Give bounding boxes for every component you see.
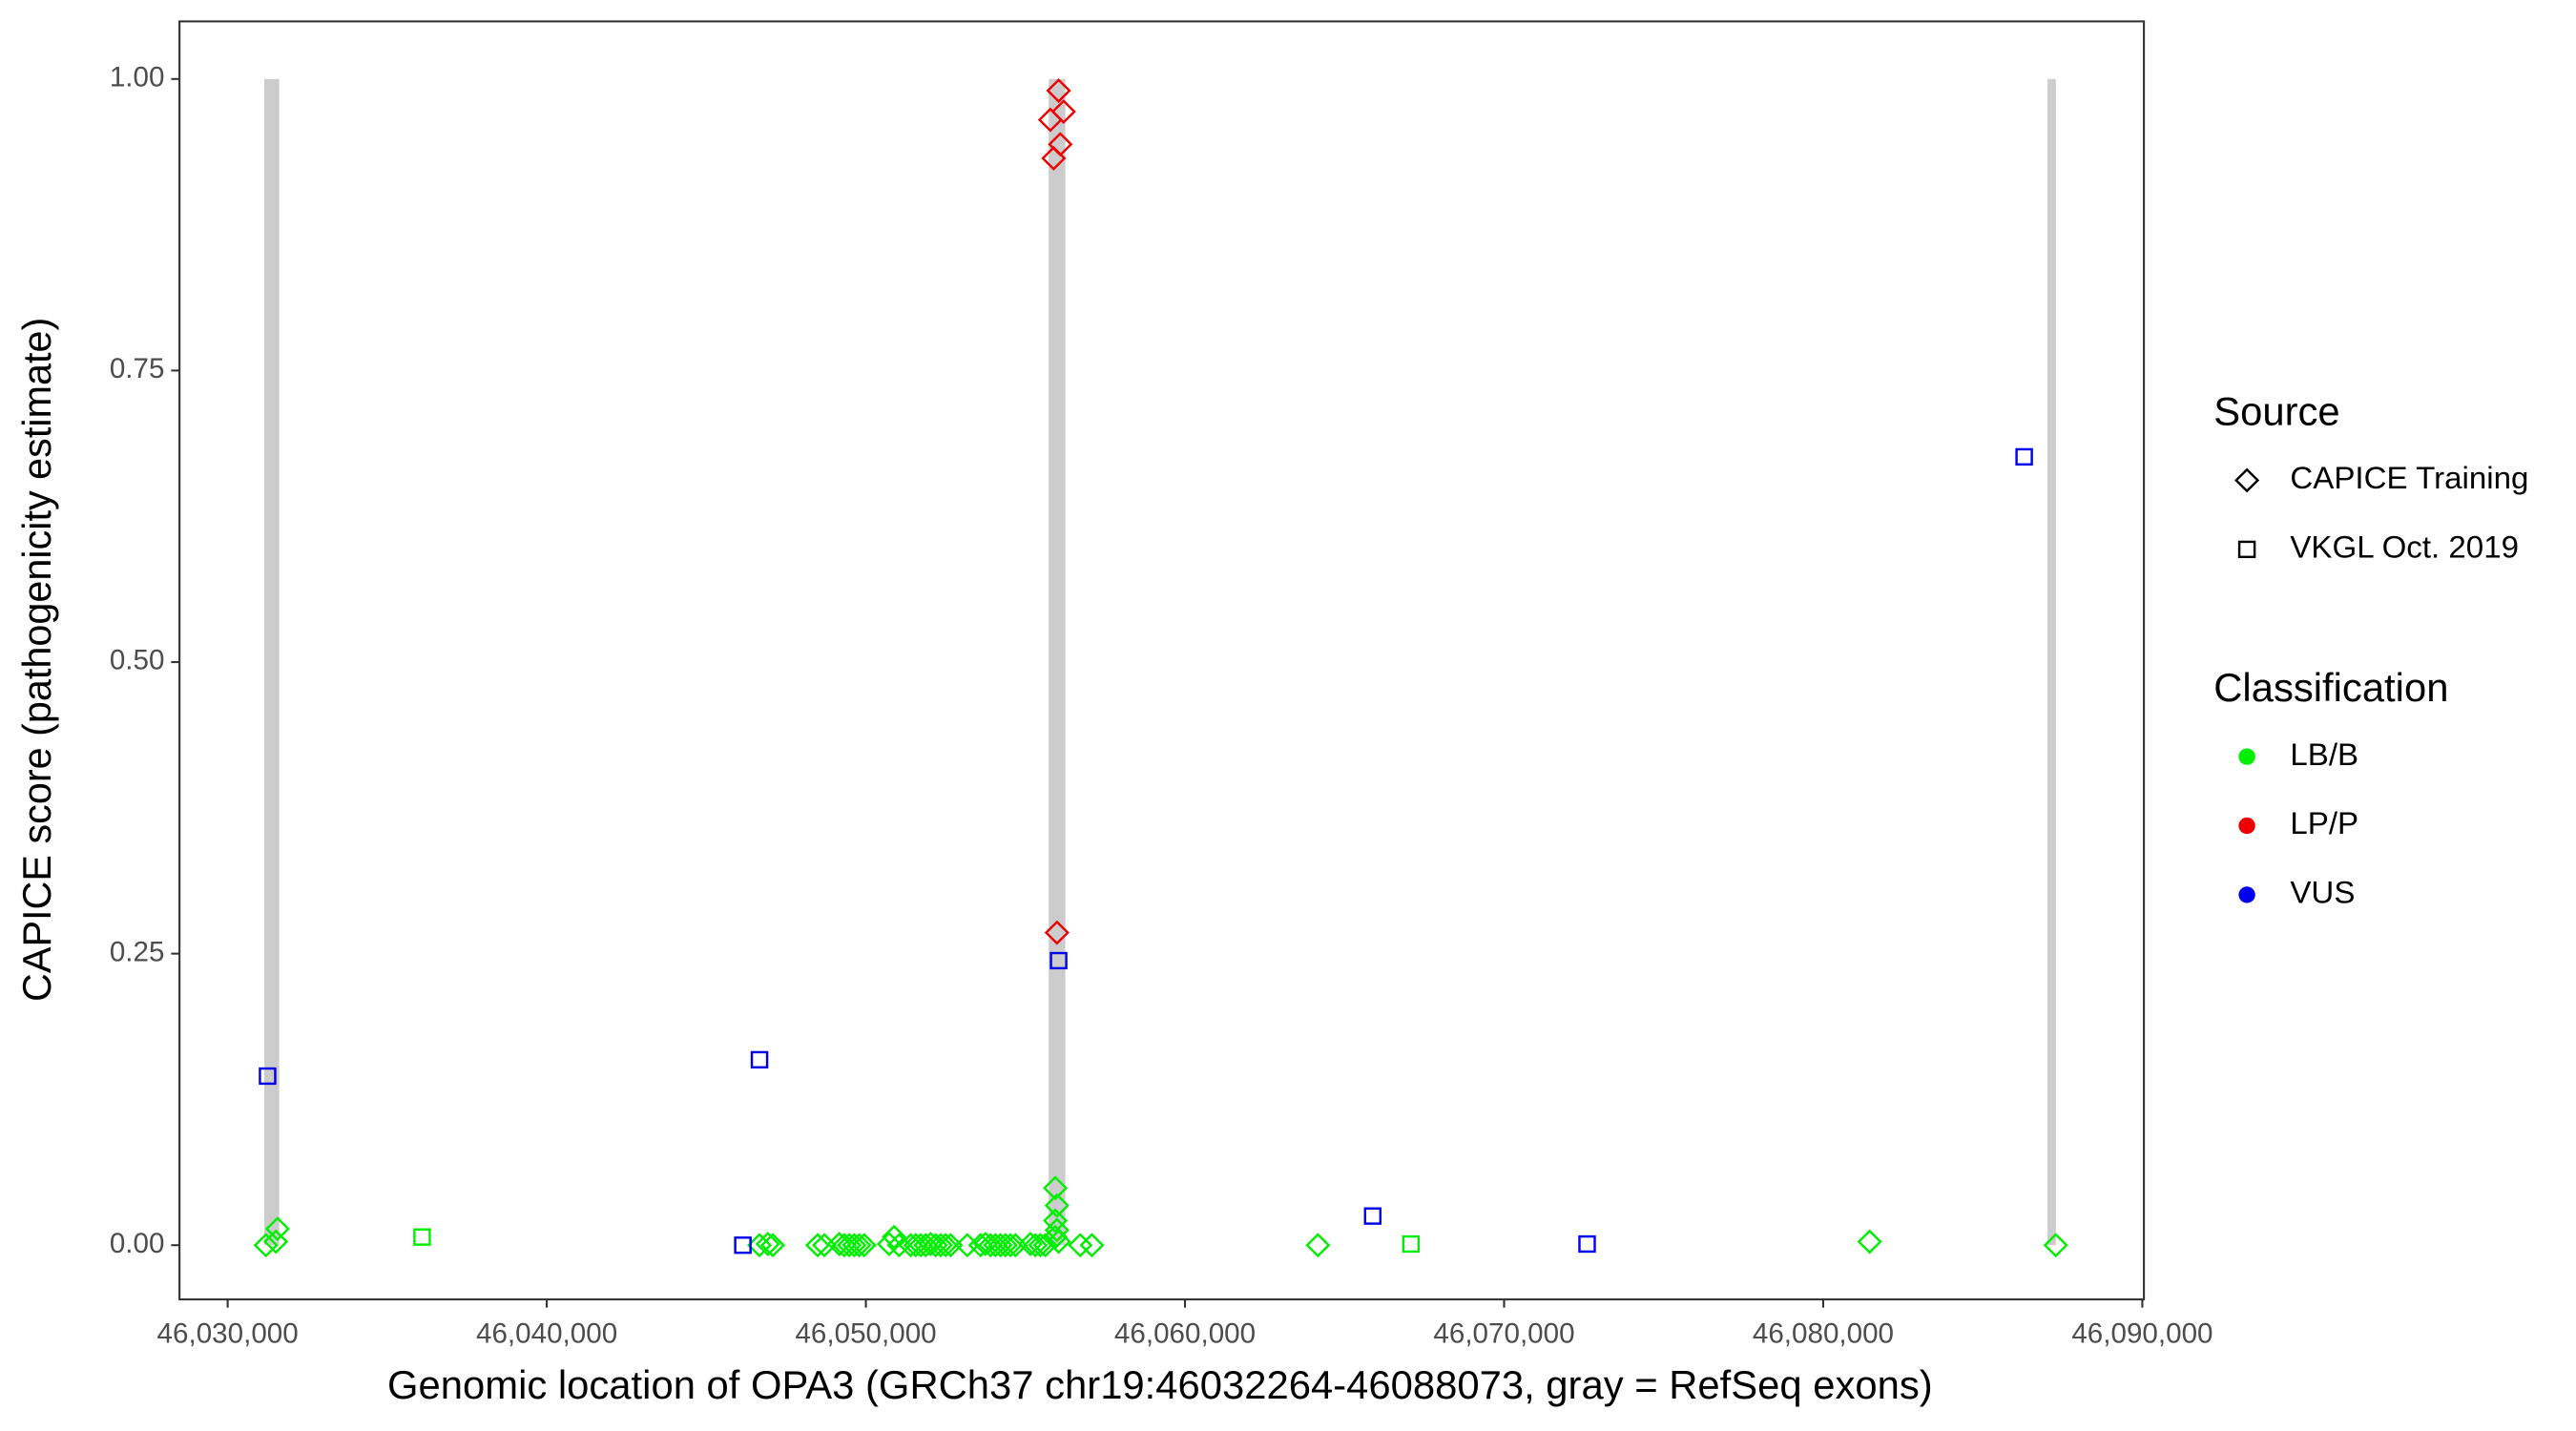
point [734, 1236, 752, 1255]
legend-title: Classification [2213, 665, 2448, 710]
point [1049, 951, 1068, 970]
point [413, 1228, 431, 1246]
point [1363, 1207, 1382, 1225]
exon [263, 78, 280, 1246]
point [804, 1233, 831, 1258]
x-tick-label: 46,040,000 [476, 1318, 617, 1350]
y-tick-label: 0.00 [110, 1228, 165, 1259]
point [759, 1233, 786, 1258]
point [755, 1232, 780, 1256]
point [1043, 1175, 1069, 1201]
point [918, 1232, 944, 1256]
legend-label: LB/B [2290, 736, 2358, 772]
legend-label: VKGL Oct. 2019 [2290, 529, 2519, 565]
point [1079, 1233, 1105, 1258]
point [998, 1233, 1024, 1258]
x-tick-label: 46,090,000 [2071, 1318, 2212, 1350]
point [1044, 1217, 1070, 1243]
legend-label: CAPICE Training [2290, 460, 2528, 495]
point [1017, 1232, 1044, 1256]
y-tick-label: 0.25 [110, 936, 165, 967]
point [1032, 1233, 1058, 1258]
point [1857, 1229, 1882, 1255]
point [1041, 146, 1067, 171]
point [972, 1232, 998, 1256]
exon [2047, 78, 2056, 1246]
point [851, 1233, 877, 1258]
point [826, 1232, 852, 1256]
x-tick-label: 46,080,000 [1753, 1318, 1894, 1350]
point [992, 1233, 1018, 1258]
x-tick-label: 46,070,000 [1433, 1318, 1574, 1350]
point [841, 1233, 867, 1258]
y-tick-label: 0.75 [110, 353, 165, 384]
point [933, 1233, 959, 1258]
point [1023, 1233, 1049, 1258]
legend-key [2234, 467, 2260, 493]
legend-key [2238, 748, 2255, 765]
point [264, 1216, 290, 1242]
point [1046, 1229, 1071, 1255]
y-tick-label: 0.50 [110, 645, 165, 676]
x-tick-label: 46,050,000 [795, 1318, 936, 1350]
point [263, 1229, 289, 1255]
point [927, 1233, 953, 1258]
legend-key [2237, 540, 2256, 558]
point [2015, 447, 2033, 467]
point [938, 1233, 964, 1258]
point [1068, 1233, 1093, 1258]
point [876, 1232, 902, 1256]
legend-title: Source [2213, 389, 2339, 434]
point [259, 1067, 277, 1086]
point [1402, 1234, 1421, 1254]
panel-border [178, 20, 2146, 1301]
exon [1049, 78, 1066, 1246]
point [882, 1224, 907, 1250]
point [1050, 99, 1076, 124]
point [253, 1233, 279, 1258]
x-axis-title: Genomic location of OPA3 (GRCh37 chr19:4… [387, 1362, 1933, 1407]
point [1043, 1208, 1069, 1234]
point [750, 1050, 769, 1068]
legend-key [2238, 817, 2255, 835]
x-tick-label: 46,060,000 [1114, 1318, 1256, 1350]
point [1305, 1233, 1331, 1258]
point [846, 1233, 872, 1258]
point [886, 1233, 912, 1258]
legend-label: LP/P [2290, 805, 2358, 840]
point [1046, 78, 1071, 103]
y-tick-label: 1.00 [110, 62, 165, 93]
point [1044, 920, 1070, 945]
legend-key [2238, 886, 2255, 903]
point [1578, 1234, 1596, 1254]
point [2043, 1233, 2068, 1258]
legend-label: VUS [2290, 875, 2355, 910]
point [1044, 1192, 1070, 1218]
y-axis-title: CAPICE score (pathogenicity estimate) [14, 318, 59, 1002]
x-tick-label: 46,030,000 [157, 1318, 299, 1350]
